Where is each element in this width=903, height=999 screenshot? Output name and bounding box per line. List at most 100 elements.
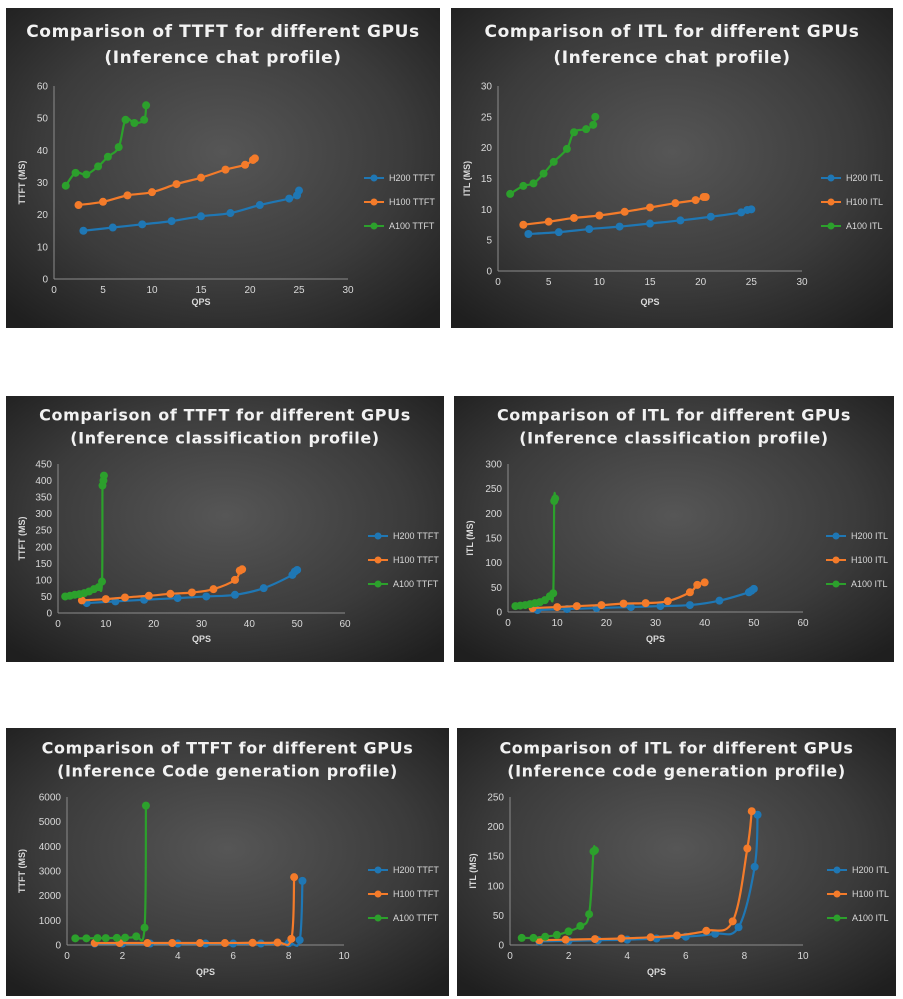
y-tick-label: 5 [486, 236, 492, 247]
y-axis-label: TTFT (MS) [17, 517, 27, 561]
data-point [595, 211, 604, 220]
y-tick-label: 2000 [39, 891, 62, 902]
data-point [671, 199, 680, 208]
data-point [749, 584, 758, 593]
data-point [591, 112, 600, 121]
data-point [140, 115, 149, 124]
y-axis-label: ITL (MS) [462, 161, 472, 196]
legend-marker [827, 198, 835, 206]
y-tick-label: 200 [35, 542, 52, 553]
x-axis-label: QPS [191, 297, 210, 307]
chart-background [457, 728, 896, 996]
data-point [685, 601, 694, 610]
data-point [626, 603, 635, 612]
data-point [728, 917, 737, 926]
y-tick-label: 250 [487, 793, 504, 804]
data-point [564, 927, 573, 936]
y-tick-label: 20 [37, 210, 49, 221]
data-point [172, 180, 181, 189]
legend-marker [374, 866, 382, 874]
data-point [706, 212, 715, 221]
legend-entry: H100 TTFT [393, 555, 439, 565]
x-tick-label: 15 [195, 285, 207, 296]
data-point [130, 118, 139, 127]
y-tick-label: 25 [481, 112, 493, 123]
y-tick-label: 40 [37, 146, 49, 157]
chart-title: Comparison of ITL for different GPUs [485, 22, 860, 42]
data-point [123, 191, 132, 200]
y-tick-label: 150 [485, 534, 502, 545]
y-tick-label: 0 [498, 941, 504, 952]
legend-marker [832, 532, 840, 540]
chart-subtitle: (Inference classification profile) [70, 429, 379, 448]
x-tick-label: 5 [546, 277, 552, 288]
x-tick-label: 20 [695, 277, 707, 288]
series-line [539, 811, 753, 942]
x-tick-label: 25 [293, 285, 305, 296]
legend-entry: H200 TTFT [393, 865, 439, 875]
chart-subtitle: (Inference chat profile) [104, 48, 341, 68]
y-tick-label: 4000 [39, 842, 62, 853]
data-point [539, 169, 548, 178]
x-tick-label: 0 [64, 951, 70, 962]
x-tick-label: 4 [175, 951, 181, 962]
legend-marker [827, 174, 835, 182]
y-tick-label: 150 [487, 852, 504, 863]
y-tick-label: 15 [481, 174, 493, 185]
data-point [743, 844, 752, 853]
y-tick-label: 0 [496, 608, 502, 619]
data-point [293, 565, 302, 574]
series-line [539, 814, 759, 943]
data-point [524, 230, 533, 238]
legend-marker [374, 890, 382, 898]
series-line [94, 877, 296, 947]
y-tick-label: 400 [35, 476, 52, 487]
legend-marker [370, 198, 378, 206]
data-point [715, 596, 724, 605]
data-point [94, 162, 103, 171]
legend-marker [827, 222, 835, 230]
x-tick-label: 5 [100, 285, 106, 296]
data-point [747, 205, 756, 214]
x-tick-label: 10 [797, 951, 809, 962]
x-axis-label: QPS [646, 634, 665, 644]
y-tick-label: 3000 [39, 867, 62, 878]
x-axis-label: QPS [196, 967, 215, 977]
data-point [576, 922, 585, 931]
chart-subtitle: (Inference chat profile) [553, 48, 790, 68]
data-point [287, 934, 296, 943]
data-point [646, 219, 654, 228]
x-tick-label: 10 [552, 618, 564, 629]
data-point [506, 189, 515, 198]
data-point [71, 934, 80, 943]
data-point [238, 565, 247, 574]
data-point [108, 223, 117, 232]
data-point [585, 225, 594, 234]
y-tick-label: 250 [485, 484, 502, 495]
data-point [620, 207, 629, 216]
chart-title: Comparison of TTFT for different GPUs [39, 406, 411, 425]
data-point [255, 201, 264, 210]
data-point [553, 603, 562, 612]
y-tick-label: 200 [485, 509, 502, 520]
y-tick-label: 450 [35, 460, 52, 471]
legend-entry: H200 ITL [846, 173, 883, 183]
x-tick-label: 2 [120, 951, 126, 962]
legend-marker [374, 914, 382, 922]
x-tick-label: 20 [148, 619, 160, 630]
data-point [693, 580, 702, 589]
y-tick-label: 100 [35, 575, 52, 586]
y-tick-label: 1000 [39, 916, 62, 927]
x-tick-label: 4 [624, 951, 630, 962]
data-point [691, 196, 700, 205]
data-point [582, 125, 591, 134]
y-tick-label: 50 [493, 911, 505, 922]
series-line [64, 105, 148, 187]
data-point [197, 212, 205, 221]
data-point [121, 115, 130, 124]
x-tick-label: 0 [507, 951, 513, 962]
data-point [676, 216, 685, 225]
data-point [673, 931, 682, 940]
data-point [132, 932, 141, 941]
data-point [597, 601, 606, 610]
